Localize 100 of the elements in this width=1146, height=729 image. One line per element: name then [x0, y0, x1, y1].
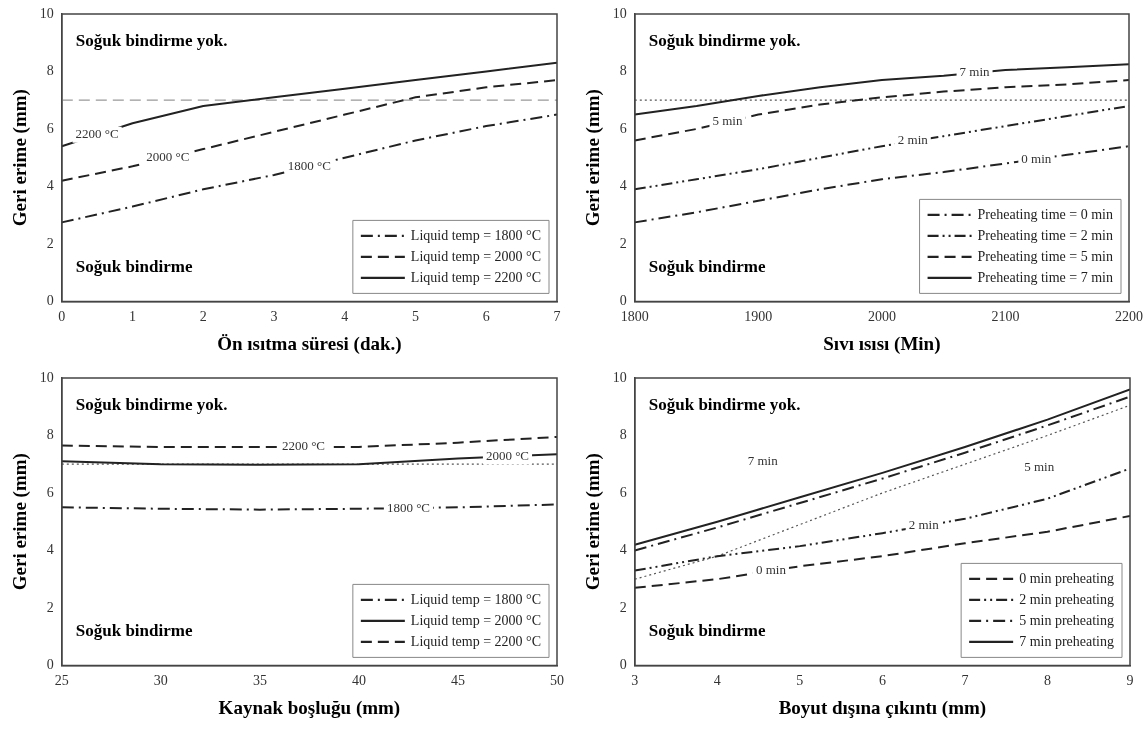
line-series — [61, 435, 557, 448]
x-tick-label: 2200 — [1115, 309, 1143, 325]
y-axis-title: Geri erime (mm) — [582, 89, 605, 227]
x-tick-label: 3 — [631, 673, 639, 689]
x-tick-label: 8 — [1043, 673, 1051, 689]
annotation: 2000 °C — [146, 149, 190, 165]
legend-label: Preheating time = 7 min — [977, 269, 1114, 285]
annotation: 1800 °C — [386, 499, 430, 515]
x-axis-title: Sıvı ısısı (Min) — [823, 332, 941, 355]
line-series — [634, 145, 1129, 224]
legend-label: 7 min preheating — [1019, 633, 1115, 649]
y-tick-label: 10 — [612, 5, 627, 21]
x-axis-title: Boyut dışına çıkıntı (mm) — [778, 696, 987, 719]
annotation: Soğuk bindirme — [75, 620, 193, 640]
legend-label: 5 min preheating — [1019, 612, 1115, 628]
x-tick-label: 1800 — [620, 309, 649, 325]
y-tick-label: 8 — [46, 427, 54, 443]
x-tick-label: 35 — [252, 673, 267, 689]
x-tick-label: 6 — [878, 673, 886, 689]
y-axis-title: Geri erime (mm) — [582, 453, 605, 591]
y-tick-label: 4 — [619, 542, 627, 558]
x-axis-title: Ön ısıtma süresi (dak.) — [217, 332, 402, 355]
annotation: Soğuk bindirme — [648, 256, 766, 276]
x-tick-label: 2000 — [867, 309, 896, 325]
legend-label: Preheating time = 0 min — [977, 206, 1114, 222]
annotation: Soğuk bindirme — [75, 256, 193, 276]
x-tick-label: 50 — [550, 673, 564, 689]
y-tick-label: 4 — [46, 542, 54, 558]
x-tick-label: 30 — [153, 673, 168, 689]
annotation: 0 min — [1021, 150, 1052, 166]
annotation: 2200 °C — [75, 126, 119, 142]
y-tick-label: 0 — [619, 657, 627, 673]
legend-label: Liquid temp = 2200 °C — [410, 633, 541, 649]
x-tick-label: 7 — [961, 673, 969, 689]
legend-label: Liquid temp = 1800 °C — [410, 227, 541, 243]
annotation: 5 min — [712, 113, 743, 129]
y-tick-label: 4 — [619, 178, 627, 194]
legend-label: Liquid temp = 2200 °C — [410, 269, 541, 285]
legend-label: 2 min preheating — [1019, 591, 1115, 607]
y-tick-label: 8 — [619, 427, 627, 443]
x-tick-label: 45 — [450, 673, 465, 689]
x-tick-label: 2100 — [991, 309, 1020, 325]
y-tick-label: 0 — [46, 293, 54, 309]
x-tick-label: 5 — [412, 309, 420, 325]
y-axis-title: Geri erime (mm) — [9, 453, 32, 591]
x-tick-label: 0 — [58, 309, 66, 325]
y-tick-label: 2 — [46, 599, 54, 615]
line-series — [634, 514, 1130, 589]
y-tick-label: 2 — [619, 235, 627, 251]
x-tick-label: 1 — [129, 309, 137, 325]
annotation: 0 min — [755, 561, 787, 577]
legend-label: 0 min preheating — [1019, 570, 1115, 586]
x-tick-label: 5 — [796, 673, 804, 689]
annotation: Soğuk bindirme yok. — [75, 395, 228, 415]
x-tick-label: 4 — [713, 673, 721, 689]
annotation: 2 min — [908, 517, 940, 533]
x-tick-label: 4 — [341, 309, 349, 325]
annotation: Soğuk bindirme — [648, 620, 766, 640]
x-tick-label: 3 — [270, 309, 278, 325]
y-tick-label: 6 — [619, 120, 627, 136]
line-series — [634, 79, 1129, 142]
annotation: 2 min — [897, 132, 929, 148]
annotation: 5 min — [1024, 458, 1055, 474]
y-axis-title: Geri erime (mm) — [9, 89, 32, 227]
legend-label: Preheating time = 5 min — [977, 248, 1114, 264]
y-tick-label: 2 — [619, 599, 627, 615]
y-tick-label: 10 — [612, 369, 627, 385]
line-series — [61, 113, 557, 224]
x-tick-label: 9 — [1126, 673, 1134, 689]
annotation: Soğuk bindirme yok. — [648, 31, 801, 51]
x-tick-label: 25 — [54, 673, 69, 689]
annotation: 2000 °C — [485, 447, 530, 463]
y-tick-label: 6 — [619, 484, 627, 500]
legend-label: Preheating time = 2 min — [977, 227, 1114, 243]
line-series — [61, 79, 557, 182]
y-tick-label: 6 — [46, 120, 54, 136]
y-tick-label: 8 — [46, 63, 54, 79]
y-tick-label: 10 — [39, 369, 54, 385]
legend-label: Liquid temp = 2000 °C — [410, 248, 541, 264]
y-tick-label: 2 — [46, 235, 54, 251]
legend-label: Liquid temp = 2000 °C — [410, 612, 541, 628]
annotation: 2200 °C — [281, 438, 326, 454]
y-tick-label: 6 — [46, 484, 54, 500]
x-axis-title: Kaynak boşluğu (mm) — [218, 696, 401, 719]
x-tick-label: 7 — [553, 309, 561, 325]
y-tick-label: 10 — [39, 5, 54, 21]
y-tick-label: 0 — [619, 293, 627, 309]
x-tick-label: 1900 — [744, 309, 773, 325]
legend-label: Liquid temp = 1800 °C — [410, 591, 541, 607]
y-tick-label: 4 — [46, 178, 54, 194]
annotation: Soğuk bindirme yok. — [648, 395, 801, 415]
annotation: 1800 °C — [287, 157, 331, 173]
x-tick-label: 40 — [351, 673, 366, 689]
annotation: 7 min — [959, 64, 991, 80]
y-tick-label: 0 — [46, 657, 54, 673]
annotation: Soğuk bindirme yok. — [75, 31, 228, 51]
x-tick-label: 2 — [199, 309, 207, 325]
x-tick-label: 6 — [482, 309, 490, 325]
annotation: 7 min — [747, 452, 779, 468]
y-tick-label: 8 — [619, 63, 627, 79]
